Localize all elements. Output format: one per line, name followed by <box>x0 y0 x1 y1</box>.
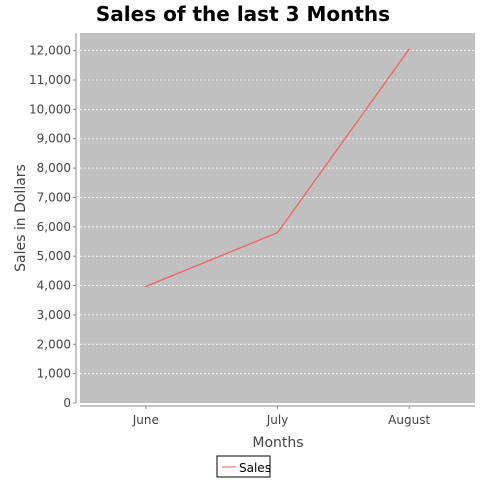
y-tick-label: 2,000 <box>37 337 71 351</box>
y-tick-label: 1,000 <box>37 367 71 381</box>
y-axis: 0 1,000 2,000 3,000 4,000 5,000 6,000 7,000 8,00… <box>29 33 77 410</box>
y-tick-label: 7,000 <box>37 190 71 204</box>
y-tick-label: 5,000 <box>37 249 71 263</box>
y-tick-label: 6,000 <box>37 220 71 234</box>
data-point <box>408 48 410 50</box>
y-tick-label: 0 <box>63 396 71 410</box>
y-tick-label: 9,000 <box>37 132 71 146</box>
y-axis-label: Sales in Dollars <box>13 164 29 272</box>
y-tick-label: 10,000 <box>29 102 71 116</box>
gridlines <box>80 50 475 375</box>
y-tick-label: 4,000 <box>37 279 71 293</box>
x-tick-label: June <box>132 413 159 427</box>
x-axis-label: Months <box>252 435 303 451</box>
legend-box <box>216 455 271 478</box>
y-tick-label: 3,000 <box>37 308 71 322</box>
x-tick-label: August <box>388 413 430 427</box>
data-point <box>276 232 279 234</box>
data-point <box>145 285 147 288</box>
x-axis: June July August <box>80 405 475 427</box>
series-layer <box>145 48 410 288</box>
y-tick-label: 8,000 <box>37 161 71 175</box>
legend-label-sales: Sales <box>239 461 271 475</box>
legend: Sales <box>216 455 271 478</box>
y-tick-label: 11,000 <box>29 73 71 87</box>
plot-area <box>80 33 475 403</box>
x-tick-label: July <box>266 413 289 427</box>
chart-title: Sales of the last 3 Months <box>96 2 390 26</box>
y-tick-label: 12,000 <box>29 44 71 58</box>
